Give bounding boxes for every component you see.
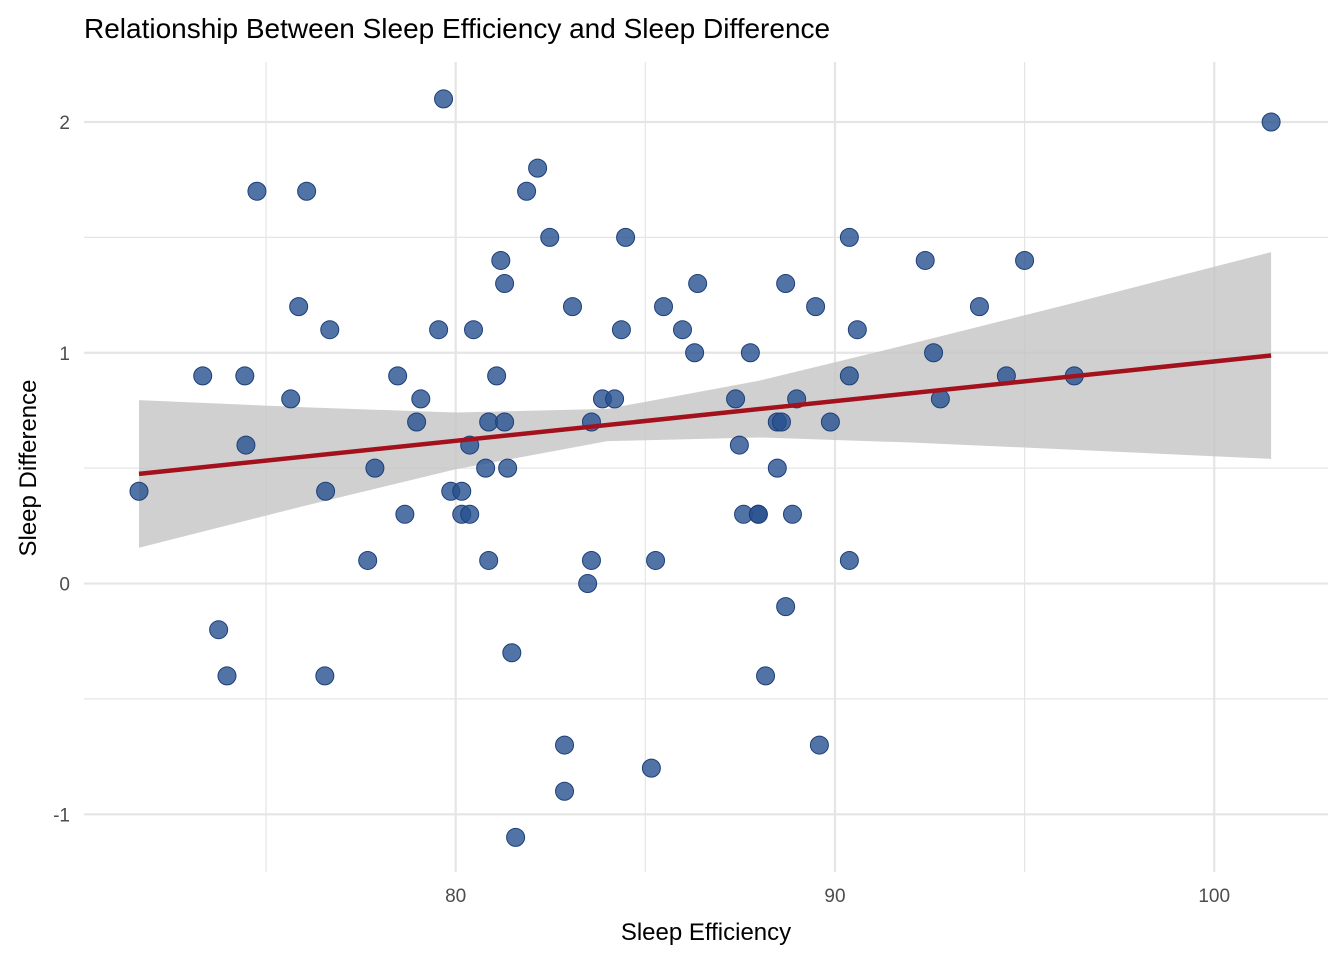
data-point bbox=[605, 389, 625, 409]
data-point bbox=[517, 181, 537, 201]
data-point bbox=[365, 458, 385, 478]
data-point bbox=[395, 504, 415, 524]
data-point bbox=[320, 320, 340, 340]
data-point bbox=[411, 389, 431, 409]
data-point bbox=[297, 181, 317, 201]
data-point bbox=[495, 412, 515, 432]
data-point bbox=[235, 366, 255, 386]
data-point bbox=[479, 412, 499, 432]
data-point bbox=[726, 389, 746, 409]
data-point bbox=[839, 550, 859, 570]
x-tick-label: 100 bbox=[1198, 886, 1230, 907]
data-point bbox=[506, 827, 526, 847]
data-point bbox=[839, 366, 859, 386]
y-tick-label: 1 bbox=[59, 344, 70, 365]
data-point bbox=[464, 320, 484, 340]
data-point bbox=[915, 250, 935, 270]
data-point bbox=[316, 481, 336, 501]
x-tick-label: 80 bbox=[445, 886, 466, 907]
data-point bbox=[924, 343, 944, 363]
x-tick-label: 90 bbox=[824, 886, 845, 907]
data-point bbox=[407, 412, 427, 432]
data-point bbox=[756, 666, 776, 686]
data-point bbox=[646, 550, 666, 570]
data-point bbox=[540, 227, 560, 247]
confidence-ribbon bbox=[138, 252, 1272, 548]
data-point bbox=[1261, 112, 1281, 132]
data-point bbox=[729, 435, 749, 455]
data-point bbox=[782, 504, 802, 524]
data-point bbox=[688, 274, 708, 294]
data-point bbox=[289, 297, 309, 317]
data-point bbox=[476, 458, 496, 478]
data-point bbox=[434, 89, 454, 109]
data-point bbox=[528, 158, 548, 178]
data-point bbox=[820, 412, 840, 432]
data-point bbox=[685, 343, 705, 363]
y-tick-label: 2 bbox=[59, 113, 70, 134]
data-point bbox=[388, 366, 408, 386]
data-point bbox=[236, 435, 256, 455]
data-point bbox=[555, 781, 575, 801]
data-point bbox=[776, 274, 796, 294]
data-point bbox=[479, 550, 499, 570]
data-point bbox=[1015, 250, 1035, 270]
data-point bbox=[771, 412, 791, 432]
confidence-band bbox=[138, 252, 1272, 548]
data-point bbox=[429, 320, 449, 340]
data-point bbox=[555, 735, 575, 755]
data-point bbox=[767, 458, 787, 478]
data-point bbox=[193, 366, 213, 386]
data-point bbox=[562, 297, 582, 317]
y-axis-label: Sleep Difference bbox=[15, 380, 42, 557]
data-point bbox=[611, 320, 631, 340]
data-point bbox=[487, 366, 507, 386]
data-point bbox=[581, 550, 601, 570]
data-point bbox=[358, 550, 378, 570]
data-point bbox=[209, 620, 229, 640]
data-point bbox=[641, 758, 661, 778]
data-point bbox=[776, 597, 796, 617]
data-point bbox=[740, 343, 760, 363]
data-point bbox=[969, 297, 989, 317]
data-point bbox=[498, 458, 518, 478]
data-point bbox=[654, 297, 674, 317]
data-point bbox=[672, 320, 692, 340]
data-point bbox=[502, 643, 522, 663]
x-axis-label: Sleep Efficiency bbox=[621, 919, 791, 946]
regression-line bbox=[138, 353, 1272, 477]
data-point bbox=[217, 666, 237, 686]
data-point bbox=[247, 181, 267, 201]
data-point bbox=[315, 666, 335, 686]
data-point bbox=[129, 481, 149, 501]
data-point bbox=[809, 735, 829, 755]
data-point bbox=[616, 227, 636, 247]
data-point bbox=[460, 504, 480, 524]
data-point bbox=[452, 481, 472, 501]
fit-line-group bbox=[138, 353, 1272, 477]
data-point bbox=[839, 227, 859, 247]
tick-labels: 80 90 100 -1 0 1 2 bbox=[53, 113, 1230, 907]
y-tick-label: 0 bbox=[59, 575, 70, 596]
chart-title: Relationship Between Sleep Efficiency an… bbox=[84, 13, 830, 44]
points bbox=[129, 89, 1281, 847]
data-point bbox=[495, 274, 515, 294]
y-tick-label: -1 bbox=[53, 805, 70, 826]
data-point bbox=[806, 297, 826, 317]
data-point bbox=[847, 320, 867, 340]
data-point bbox=[281, 389, 301, 409]
data-point bbox=[491, 250, 511, 270]
data-point bbox=[578, 574, 598, 594]
data-point bbox=[748, 504, 768, 524]
